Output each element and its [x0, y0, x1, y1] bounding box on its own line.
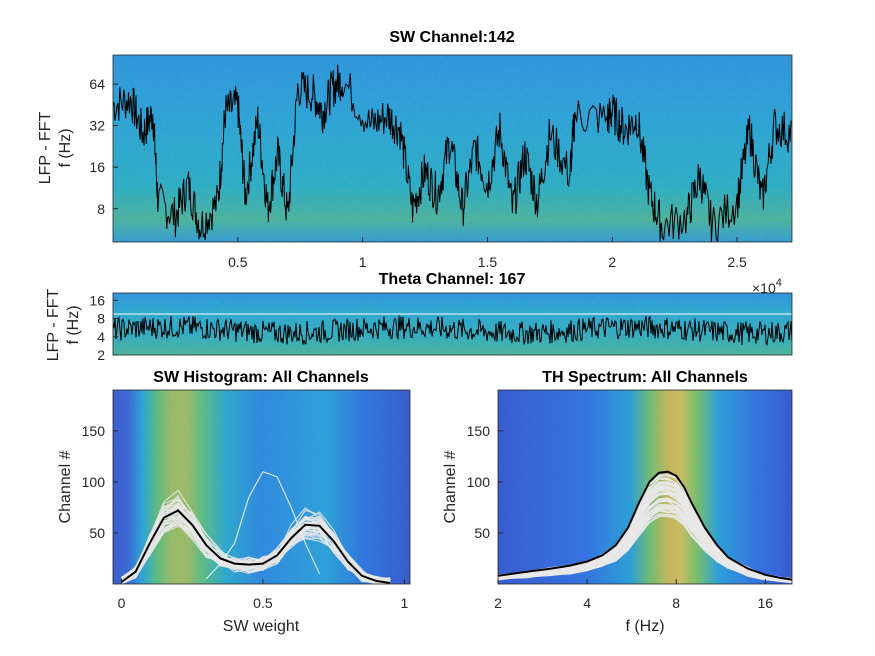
sw-x-tick-label: 0.5: [228, 254, 248, 270]
sw-trace: [113, 64, 792, 242]
sw-y-tick-label: 16: [89, 159, 105, 175]
swhist-outlier-curve: [205, 471, 320, 580]
theta-y-tick-label: 2: [97, 347, 105, 363]
swhist-x-tick-label: 0: [118, 595, 126, 611]
thspec-mean-curve: [498, 470, 792, 581]
swhist-x-ticks: 0 0.5 1: [118, 579, 408, 611]
theta-y-tick-label: 4: [97, 329, 105, 345]
swhist-mean-curve: [120, 509, 391, 584]
theta-y-ticks: 2 4 8 16: [89, 292, 118, 363]
sw-trace-line: [113, 64, 792, 242]
thspec-channel-curve: [498, 493, 792, 582]
sw-x-tick-label: 2: [608, 254, 616, 270]
thspec-panel: TH Spectrum: All Channels 2 4 8 16 50 100 150…: [442, 369, 793, 635]
theta-trace: [113, 315, 792, 347]
swhist-panel: SW Histogram: All Channels 0 0.5 1 5010015…: [57, 369, 411, 635]
thspec-curves: [498, 470, 792, 584]
thspec-y-tick-label: 150: [467, 423, 491, 439]
swhist-x-tick-label: 0.5: [253, 595, 273, 611]
sw-x-tick-label: 2.5: [727, 254, 747, 270]
thspec-channel-curve: [498, 514, 792, 581]
sw-x-tick-label: 1: [359, 254, 367, 270]
thspec-y-tick-label: 50: [474, 525, 490, 541]
thspec-x-tick-label: 8: [672, 595, 680, 611]
thspec-x-tick-label: 4: [583, 595, 591, 611]
thspec-channel-curve: [498, 482, 792, 581]
theta-y-tick-label: 8: [97, 311, 105, 327]
sw-panel: SW Channel:142 0.5 1 1.5 2 2.5 8 16 32 64 LFP -…: [37, 29, 793, 270]
theta-ylabel-2: f (Hz): [65, 305, 82, 344]
thspec-y-tick-label: 100: [467, 474, 491, 490]
theta-ylabel-1: LFP - FFT: [45, 288, 62, 361]
swhist-y-ticks: 50 100 150: [82, 423, 118, 541]
thspec-xlabel: f (Hz): [625, 618, 664, 635]
thspec-channel-curve: [498, 491, 792, 581]
swhist-y-tick-label: 150: [82, 423, 106, 439]
swhist-channel-curve: [121, 489, 391, 584]
sw-x-ticks: 0.5 1 1.5 2 2.5: [228, 237, 747, 270]
swhist-axes-frame: [112, 389, 411, 585]
swhist-title: SW Histogram: All Channels: [153, 369, 369, 386]
thspec-x-tick-label: 2: [494, 595, 502, 611]
thspec-y-ticks: 50 100 150: [467, 423, 503, 541]
sw-title: SW Channel:142: [389, 29, 514, 46]
theta-trace-line: [113, 315, 792, 347]
theta-axes-frame: [112, 292, 793, 356]
sw-y-tick-label: 8: [97, 201, 105, 217]
sw-ylabel-2: f (Hz): [57, 128, 74, 167]
swhist-ylabel: Channel #: [57, 450, 74, 523]
thspec-title: TH Spectrum: All Channels: [542, 369, 748, 386]
swhist-channel-curve: [121, 522, 391, 582]
thspec-ylabel: Channel #: [442, 450, 459, 523]
sw-ylabel-1: LFP - FFT: [37, 111, 54, 184]
thspec-x-tick-label: 16: [757, 595, 773, 611]
thspec-axes-frame: [497, 389, 793, 585]
swhist-xlabel: SW weight: [223, 618, 300, 635]
swhist-y-tick-label: 50: [89, 525, 105, 541]
sw-y-tick-label: 32: [89, 118, 105, 134]
sw-x-tick-label: 1.5: [478, 254, 498, 270]
swhist-x-tick-label: 1: [400, 595, 408, 611]
swhist-curves: [120, 471, 391, 584]
theta-x-exponent: ×104: [752, 277, 782, 296]
swhist-heatmap-texture: [113, 390, 410, 584]
sw-y-tick-label: 64: [89, 76, 105, 92]
thspec-heatmap-texture: [498, 390, 792, 584]
swhist-y-tick-label: 100: [82, 474, 106, 490]
sw-y-ticks: 8 16 32 64: [89, 76, 118, 217]
sw-axes-frame: [112, 54, 793, 243]
theta-title: Theta Channel: 167: [379, 271, 526, 288]
thspec-x-ticks: 2 4 8 16: [494, 579, 773, 611]
theta-y-tick-label: 16: [89, 292, 105, 308]
